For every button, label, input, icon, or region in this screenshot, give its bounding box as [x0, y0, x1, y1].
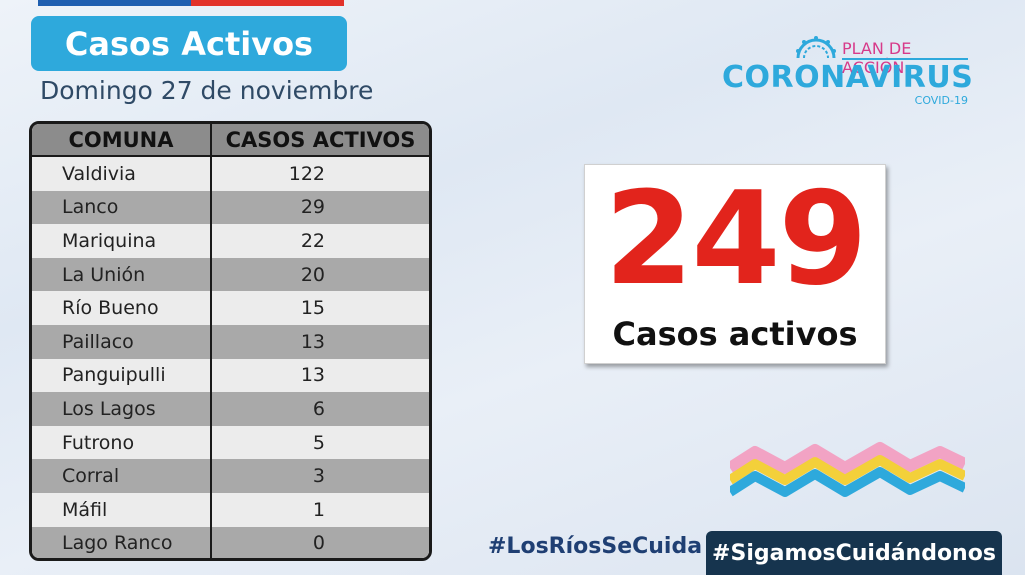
table-row: La Unión 20 [32, 257, 429, 292]
flag-strip-red [191, 0, 344, 6]
virus-icon [796, 36, 836, 58]
comuna-cell: Lanco [32, 190, 212, 225]
total-cases-label: Casos activos [612, 315, 858, 353]
table-row: Mariquina 22 [32, 224, 429, 258]
page-title: Casos Activos [64, 24, 314, 63]
comuna-cell: Panguipulli [32, 358, 212, 393]
comuna-cell: Valdivia [32, 157, 212, 191]
plan-coronavirus-logo: PLAN DE ACCIÓN CORONAVIRUS COVID-19 [722, 36, 974, 108]
casos-cell: 122 [288, 162, 325, 185]
title-banner: Casos Activos [31, 16, 347, 71]
logo-plan-text: PLAN DE ACCIÓN [842, 39, 912, 77]
casos-cell: 29 [300, 196, 325, 219]
total-cases-number: 249 [604, 165, 867, 314]
table-row: Futrono 5 [32, 425, 429, 460]
table-header: COMUNA CASOS ACTIVOS [32, 124, 429, 157]
decorative-wave [730, 442, 965, 497]
comuna-cell: Los Lagos [32, 392, 212, 426]
hashtag-box: #SigamosCuidándonos [706, 531, 1002, 575]
report-date: Domingo 27 de noviembre [40, 76, 374, 105]
table-row: Valdivia 122 [32, 157, 429, 191]
casos-cell: 13 [300, 330, 325, 353]
table-row: Río Bueno 15 [32, 291, 429, 325]
table-row: Corral 3 [32, 459, 429, 493]
casos-cell: 15 [300, 297, 325, 320]
logo-covid-text: COVID-19 [914, 94, 968, 107]
comuna-cell: La Unión [32, 257, 212, 292]
comuna-cell: Mariquina [32, 224, 212, 258]
table-row: Los Lagos 6 [32, 392, 429, 426]
table-row: Paillaco 13 [32, 324, 429, 359]
total-cases-card: 249 Casos activos [584, 164, 886, 364]
logo-underline [842, 58, 968, 60]
table-body: Valdivia 122 Lanco 29 Mariquina 22 La Unión 20 R… [32, 157, 429, 558]
table-row: Máfil 1 [32, 492, 429, 527]
casos-cell: 6 [312, 397, 325, 420]
casos-cell: 22 [300, 229, 325, 252]
cases-table: COMUNA CASOS ACTIVOS Valdivia 122 Lanco 29 M… [29, 121, 432, 561]
comuna-cell: Máfil [32, 492, 212, 527]
casos-cell: 1 [312, 498, 325, 521]
casos-cell: 3 [312, 465, 325, 488]
column-header-casos: CASOS ACTIVOS [225, 127, 416, 152]
casos-cell: 13 [300, 364, 325, 387]
table-row: Panguipulli 13 [32, 358, 429, 393]
comuna-cell: Río Bueno [32, 291, 212, 325]
hashtag-sigamos: #SigamosCuidándonos [712, 540, 996, 566]
flag-strip-blue [38, 0, 191, 6]
hashtag-los-rios: #LosRíosSeCuida [488, 534, 703, 559]
casos-cell: 0 [312, 532, 325, 555]
comuna-cell: Paillaco [32, 324, 212, 359]
comuna-cell: Lago Ranco [32, 526, 212, 558]
comuna-cell: Futrono [32, 425, 212, 460]
comuna-cell: Corral [32, 459, 212, 493]
column-header-comuna: COMUNA [32, 124, 212, 155]
table-row: Lanco 29 [32, 190, 429, 225]
casos-cell: 20 [300, 263, 325, 286]
casos-cell: 5 [312, 431, 325, 454]
logo-coronavirus-text: CORONAVIRUS [722, 60, 974, 95]
flag-strip [38, 0, 344, 6]
table-row: Lago Ranco 0 [32, 526, 429, 558]
